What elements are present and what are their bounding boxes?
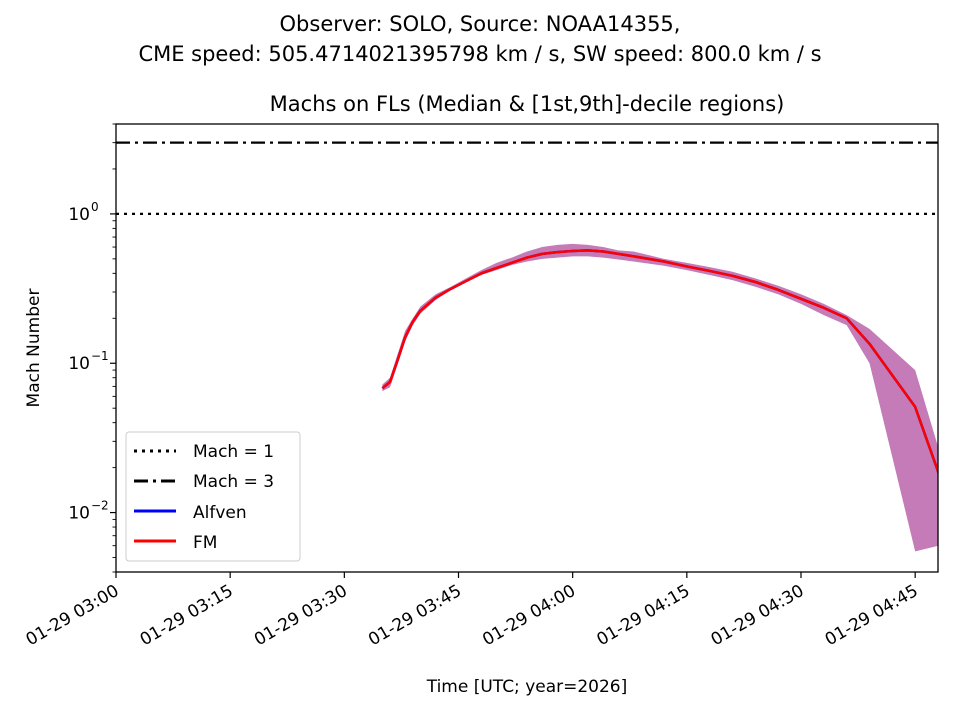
y-axis-label: Mach Number	[24, 289, 44, 408]
figure-suptitle-line-2: CME speed: 505.4714021395798 km / s, SW …	[138, 42, 821, 66]
x-tick-label: 01-29 04:30	[708, 581, 808, 650]
y-tick-label-exponent: 0	[91, 200, 99, 214]
figure-suptitle-line-1: Observer: SOLO, Source: NOAA14355,	[280, 12, 681, 36]
y-tick-label: 10	[68, 205, 90, 225]
legend-box	[125, 431, 301, 562]
x-tick-label: 01-29 04:15	[593, 581, 693, 650]
y-tick-label-exponent: −1	[91, 349, 109, 363]
legend-alfven-label: Alfven	[193, 503, 247, 523]
x-tick-label: 01-29 03:45	[365, 581, 465, 650]
legend: Mach = 1 Mach = 3 Alfven FM	[125, 431, 301, 562]
y-tick-label: 10	[68, 504, 90, 524]
axes-frame	[115, 123, 939, 573]
series-line-alfven	[381, 249, 938, 476]
x-tick-label: 01-29 04:00	[479, 581, 579, 650]
y-tick-label: 10	[68, 354, 90, 374]
legend-fm-label: FM	[193, 533, 217, 553]
x-axis-label: Time [UTC; year=2026]	[426, 677, 628, 697]
legend-mach1-label: Mach = 1	[193, 442, 274, 462]
decile-band	[382, 243, 938, 552]
x-tick-label: 01-29 04:45	[822, 581, 922, 650]
x-tick-label: 01-29 03:15	[137, 581, 237, 650]
x-tick-label: 01-29 03:00	[23, 581, 123, 650]
axes-title: Machs on FLs (Median & [1st,9th]-decile …	[270, 92, 785, 116]
plot-area	[116, 141, 938, 552]
y-tick-label-exponent: −2	[91, 499, 109, 513]
x-axis-ticks: 01-29 03:00 01-29 03:15 01-29 03:30 01-29 0…	[23, 572, 922, 650]
legend-mach3-label: Mach = 3	[193, 472, 274, 492]
x-tick-label: 01-29 03:30	[251, 581, 351, 650]
series-line-fm	[381, 249, 938, 476]
